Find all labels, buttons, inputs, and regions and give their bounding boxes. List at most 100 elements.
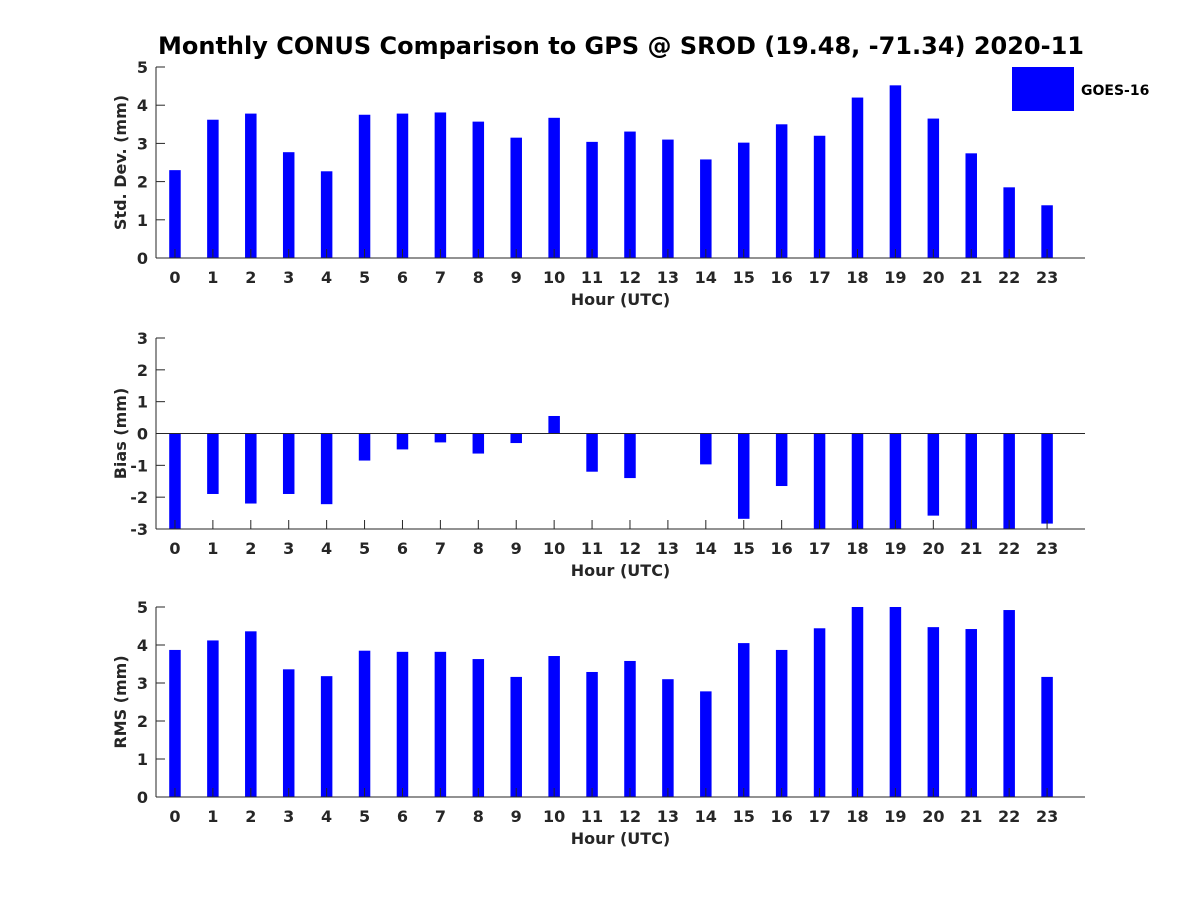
- bar-std-dev-1: [207, 119, 219, 258]
- x-tick-label-rms: 21: [960, 807, 982, 826]
- x-axis-label-rms: Hour (UTC): [571, 829, 671, 848]
- x-tick-label-std-dev: 11: [581, 268, 603, 287]
- bar-std-dev-22: [1003, 187, 1015, 258]
- bar-std-dev-20: [927, 118, 940, 258]
- x-tick-label-std-dev: 8: [473, 268, 484, 287]
- bar-std-dev-11: [586, 141, 598, 258]
- x-tick-label-bias: 5: [359, 539, 370, 558]
- x-tick-label-rms: 18: [846, 807, 868, 826]
- x-tick-label-std-dev: 10: [543, 268, 565, 287]
- x-tick-label-rms: 1: [207, 807, 218, 826]
- x-tick-label-rms: 14: [695, 807, 717, 826]
- x-tick-label-std-dev: 6: [397, 268, 408, 287]
- x-tick-label-std-dev: 13: [657, 268, 679, 287]
- x-tick-label-bias: 16: [771, 539, 793, 558]
- bar-bias-17: [813, 433, 826, 529]
- x-tick-label-bias: 9: [511, 539, 522, 558]
- bar-rms-18: [851, 607, 864, 797]
- chart-title: Monthly CONUS Comparison to GPS @ SROD (…: [158, 32, 1084, 60]
- bar-rms-13: [662, 679, 674, 797]
- y-tick-label-std-dev: 3: [137, 134, 148, 153]
- x-tick-label-bias: 8: [473, 539, 484, 558]
- bar-bias-15: [737, 433, 750, 519]
- x-tick-label-rms: 10: [543, 807, 565, 826]
- bar-bias-0: [169, 433, 181, 529]
- y-tick-label-bias: 1: [137, 393, 148, 412]
- x-tick-label-rms: 12: [619, 807, 641, 826]
- bar-rms-8: [472, 659, 485, 797]
- x-tick-label-bias: 22: [998, 539, 1020, 558]
- x-tick-label-rms: 20: [922, 807, 944, 826]
- x-tick-label-rms: 7: [435, 807, 446, 826]
- x-tick-label-std-dev: 5: [359, 268, 370, 287]
- bar-rms-4: [320, 676, 333, 797]
- y-tick-label-bias: 2: [137, 361, 148, 380]
- y-tick-label-rms: 3: [137, 674, 148, 693]
- bar-rms-0: [169, 649, 181, 797]
- bar-bias-23: [1041, 433, 1053, 524]
- bar-rms-12: [624, 660, 636, 797]
- bar-bias-20: [927, 433, 940, 516]
- bar-rms-20: [927, 627, 940, 797]
- x-tick-label-std-dev: 17: [808, 268, 830, 287]
- bar-std-dev-5: [358, 114, 371, 258]
- bar-bias-11: [586, 433, 598, 472]
- bar-rms-16: [775, 649, 788, 797]
- x-tick-label-rms: 16: [771, 807, 793, 826]
- x-tick-label-bias: 4: [321, 539, 332, 558]
- bar-std-dev-9: [510, 137, 522, 258]
- x-tick-label-std-dev: 9: [511, 268, 522, 287]
- y-tick-label-rms: 5: [137, 598, 148, 617]
- bar-bias-14: [700, 433, 712, 465]
- x-tick-label-std-dev: 2: [245, 268, 256, 287]
- bar-rms-6: [396, 651, 409, 797]
- x-tick-label-bias: 15: [733, 539, 755, 558]
- bar-rms-7: [434, 651, 447, 797]
- bar-std-dev-2: [245, 113, 257, 258]
- bar-rms-10: [548, 656, 560, 797]
- x-axis-label-std-dev: Hour (UTC): [571, 290, 671, 309]
- bar-std-dev-21: [965, 153, 977, 258]
- x-tick-label-bias: 20: [922, 539, 944, 558]
- y-axis-label-std-dev: Std. Dev. (mm): [111, 95, 130, 230]
- bar-std-dev-12: [624, 131, 636, 258]
- y-tick-label-bias: -2: [130, 488, 148, 507]
- y-tick-label-rms: 4: [137, 636, 148, 655]
- bar-std-dev-8: [472, 121, 485, 258]
- bar-bias-5: [358, 433, 371, 461]
- bar-rms-19: [889, 607, 902, 797]
- x-tick-label-bias: 6: [397, 539, 408, 558]
- bar-std-dev-23: [1041, 205, 1053, 258]
- y-axis-label-rms: RMS (mm): [111, 655, 130, 748]
- bar-bias-19: [889, 433, 902, 529]
- bar-bias-10: [548, 415, 560, 434]
- bar-rms-11: [586, 671, 598, 797]
- bar-std-dev-6: [396, 113, 409, 258]
- y-tick-label-std-dev: 1: [137, 211, 148, 230]
- bar-rms-9: [510, 676, 522, 797]
- x-tick-label-bias: 0: [169, 539, 180, 558]
- bar-rms-22: [1003, 610, 1015, 797]
- bar-std-dev-19: [889, 85, 902, 258]
- x-tick-label-bias: 13: [657, 539, 679, 558]
- bar-rms-2: [245, 631, 257, 797]
- bar-std-dev-0: [169, 170, 181, 258]
- x-tick-label-rms: 4: [321, 807, 332, 826]
- x-tick-label-std-dev: 16: [771, 268, 793, 287]
- x-tick-label-std-dev: 15: [733, 268, 755, 287]
- y-tick-label-std-dev: 5: [137, 58, 148, 77]
- bar-std-dev-10: [548, 117, 560, 258]
- bar-std-dev-17: [813, 135, 826, 258]
- y-tick-label-bias: -1: [130, 456, 148, 475]
- bar-bias-3: [282, 433, 295, 494]
- x-tick-label-std-dev: 21: [960, 268, 982, 287]
- x-tick-label-rms: 19: [884, 807, 906, 826]
- x-tick-label-std-dev: 3: [283, 268, 294, 287]
- y-tick-label-bias: 0: [137, 425, 148, 444]
- x-tick-label-std-dev: 4: [321, 268, 332, 287]
- bar-rms-15: [737, 643, 750, 797]
- bar-bias-16: [775, 433, 788, 487]
